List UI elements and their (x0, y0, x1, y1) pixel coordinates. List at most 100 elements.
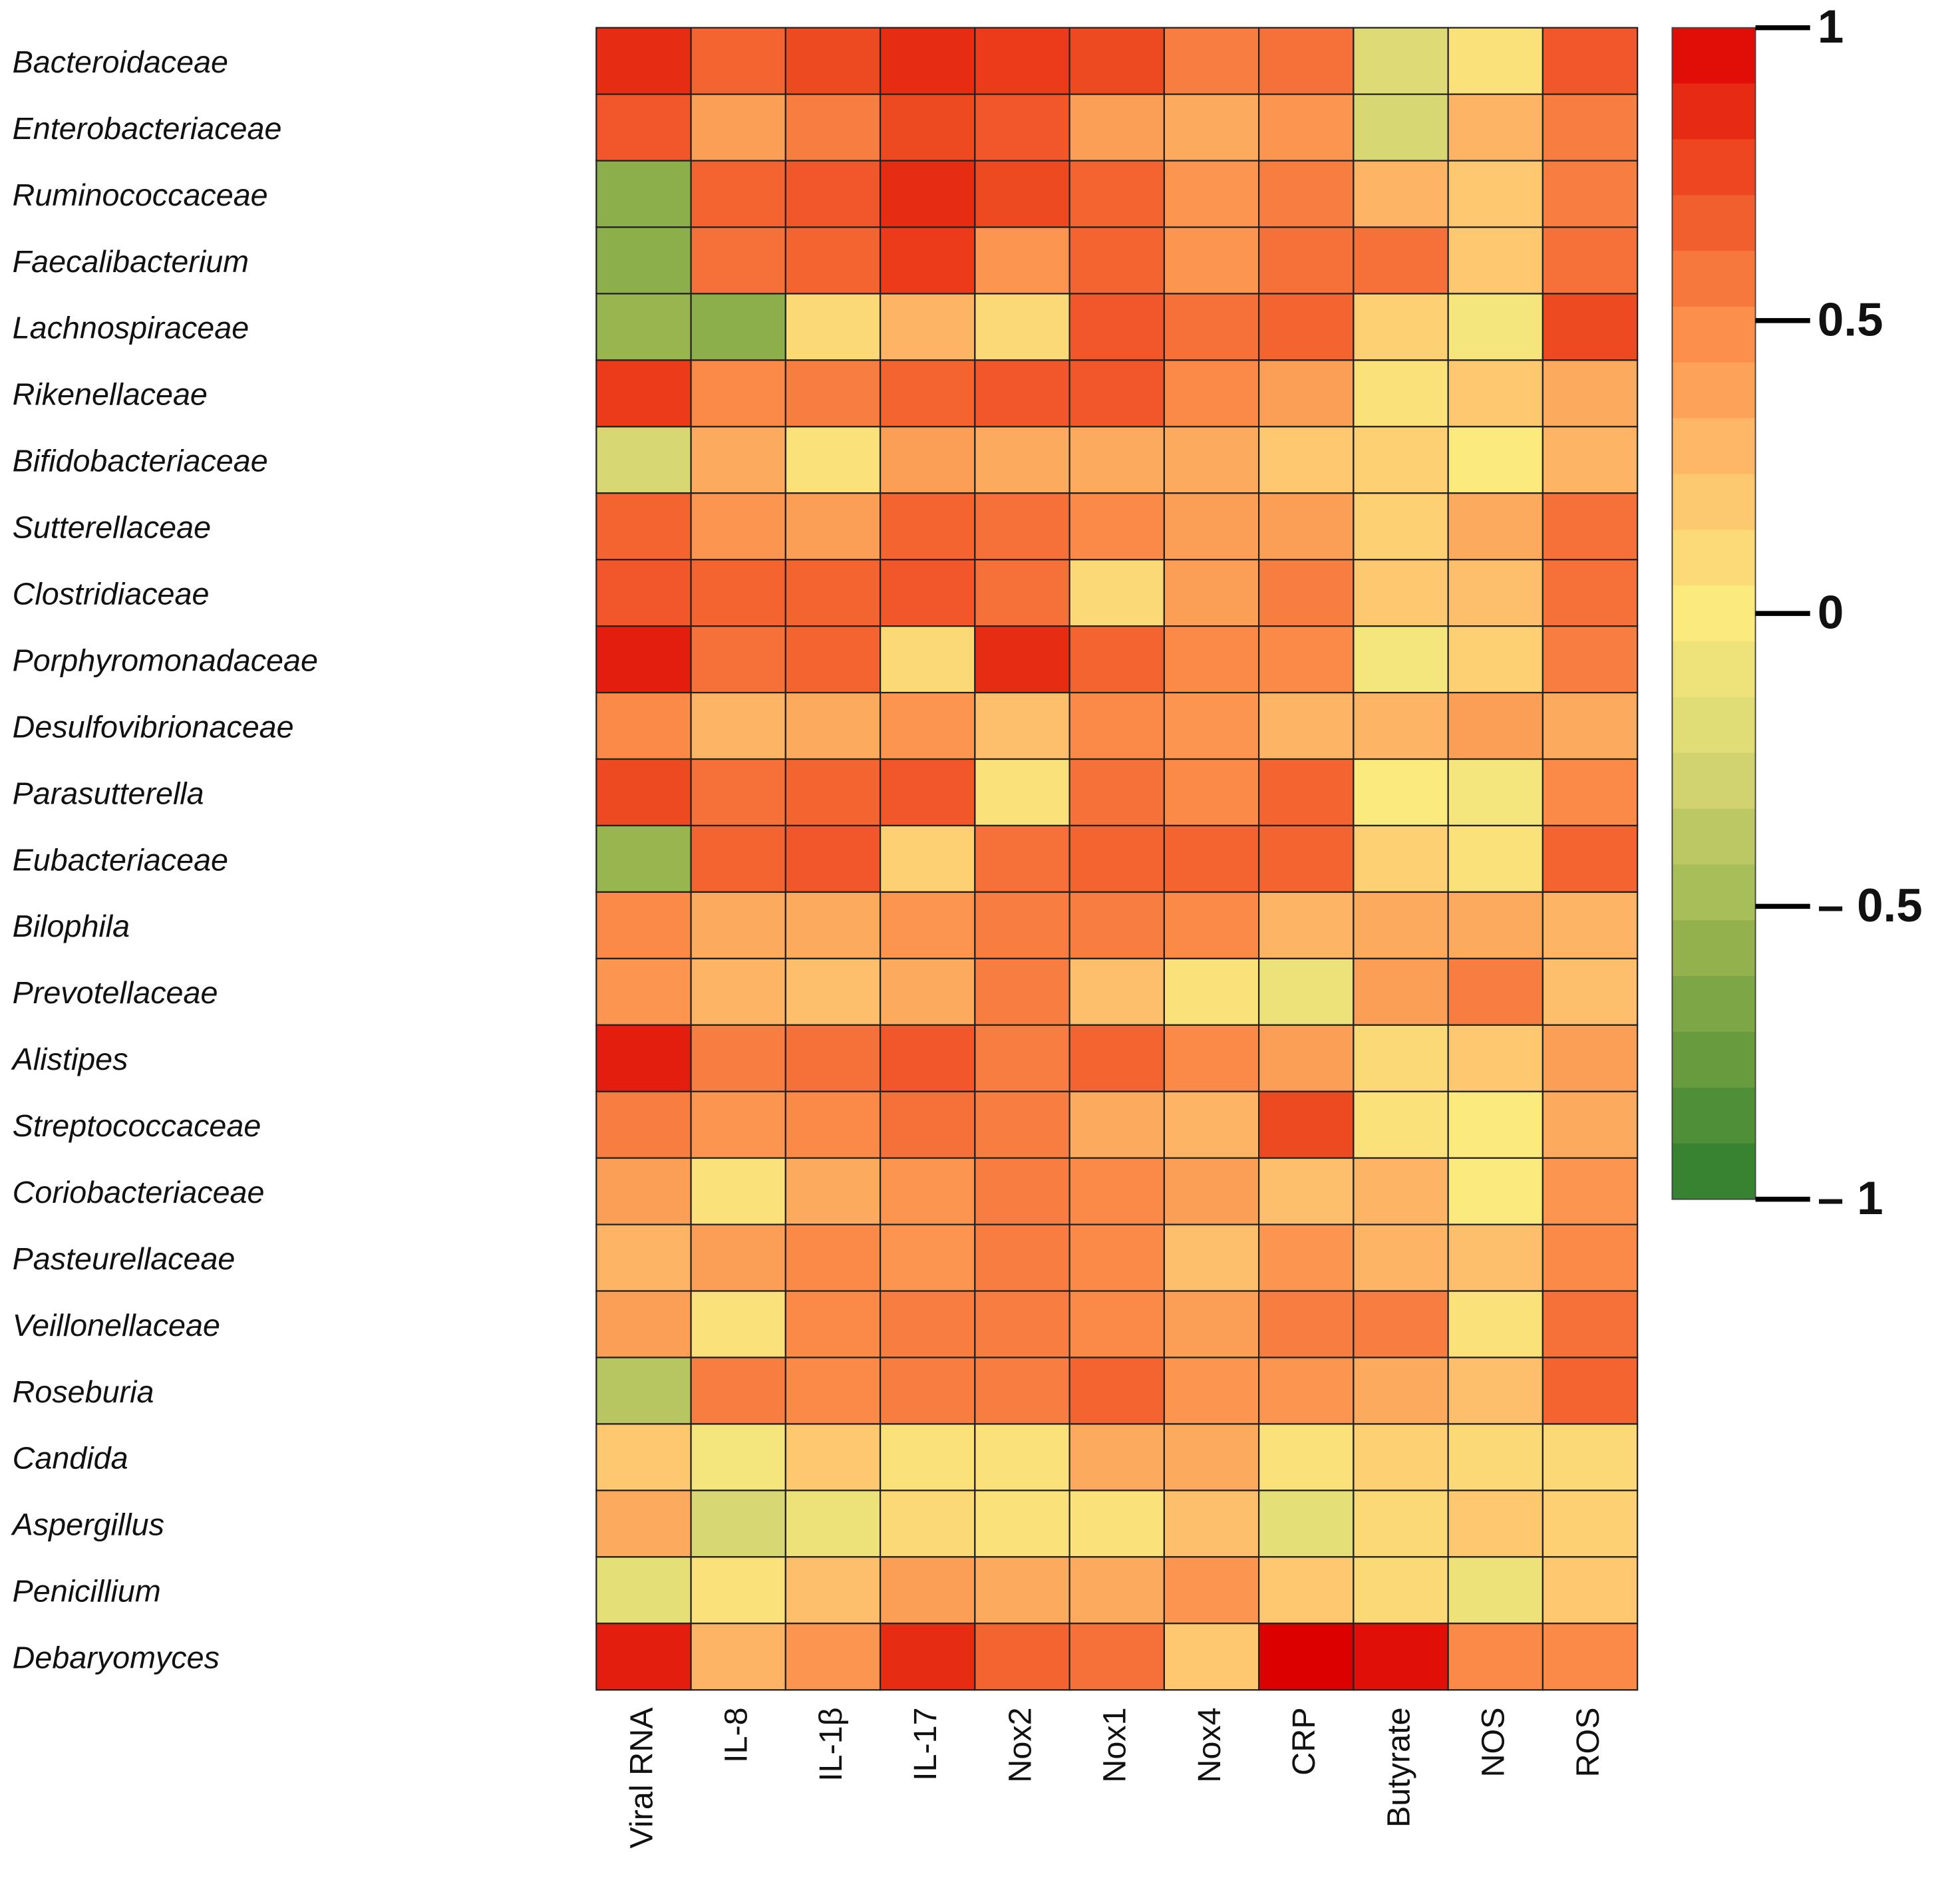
heatmap-cell (1353, 559, 1449, 627)
row-label: Bilophila (13, 909, 130, 943)
heatmap-cell (1353, 226, 1449, 295)
heatmap-cell (974, 1157, 1070, 1225)
heatmap-cell (1163, 758, 1260, 827)
heatmap-cell (1447, 293, 1544, 361)
heatmap-cell (1353, 293, 1449, 361)
heatmap-cell (974, 691, 1070, 760)
heatmap-cell (595, 359, 692, 428)
heatmap-cell (1447, 891, 1544, 959)
heatmap-cell (1163, 93, 1260, 162)
column-label: Nox4 (1192, 1707, 1227, 1782)
heatmap-cell (1163, 1490, 1260, 1558)
heatmap-cell (1068, 1090, 1165, 1159)
heatmap-cell (879, 625, 976, 694)
heatmap-cell (784, 160, 882, 228)
heatmap-cell (974, 359, 1070, 428)
heatmap-cell (1447, 1490, 1544, 1558)
colorbar-tick-label: 0.5 (1818, 293, 1883, 346)
row-label: Streptococcaceae (13, 1108, 261, 1143)
colorbar-tick-label: 0 (1818, 587, 1844, 639)
colorbar-step (1672, 1032, 1756, 1088)
heatmap-cell (595, 1290, 692, 1358)
heatmap-cell (1068, 1423, 1165, 1492)
heatmap-cell (879, 27, 976, 95)
heatmap-cell (1353, 27, 1449, 95)
heatmap-cell (1068, 758, 1165, 827)
heatmap-cell (974, 1623, 1070, 1691)
heatmap-cell (879, 160, 976, 228)
heatmap-cell (595, 160, 692, 228)
heatmap-cell (784, 891, 882, 959)
heatmap-cell (690, 93, 786, 162)
colorbar-step (1672, 976, 1756, 1032)
heatmap-cell (1258, 1623, 1355, 1691)
row-label: Sutterellaceae (13, 510, 211, 545)
heatmap-cell (1447, 1623, 1544, 1691)
heatmap-cell (690, 1290, 786, 1358)
heatmap-cell (1447, 1090, 1544, 1159)
heatmap-cell (690, 1423, 786, 1492)
colorbar-tick-label: – 0.5 (1818, 879, 1923, 932)
heatmap-cell (1447, 758, 1544, 827)
row-label: Debaryomyces (13, 1641, 220, 1675)
heatmap-cell (1163, 691, 1260, 760)
heatmap-cell (879, 1024, 976, 1092)
heatmap-cell (974, 758, 1070, 827)
heatmap-cell (1258, 559, 1355, 627)
column-label: NOS (1476, 1707, 1512, 1777)
heatmap-cell (1353, 1157, 1449, 1225)
heatmap-cell (784, 93, 882, 162)
heatmap-cell (879, 1423, 976, 1492)
heatmap-cell (690, 1090, 786, 1159)
heatmap-cell (595, 1623, 692, 1691)
heatmap-cell (1447, 426, 1544, 494)
heatmap-cell (690, 293, 786, 361)
row-label: Coriobacteriaceae (13, 1175, 265, 1209)
column-label: ROS (1570, 1707, 1606, 1777)
heatmap-cell (690, 1223, 786, 1292)
heatmap-cell (879, 226, 976, 295)
heatmap-cell (1353, 824, 1449, 893)
heatmap-cell (595, 957, 692, 1026)
heatmap-cell (784, 1490, 882, 1558)
heatmap-cell (1353, 1223, 1449, 1292)
heatmap-cell (974, 226, 1070, 295)
heatmap-cell (595, 426, 692, 494)
heatmap-cell (595, 27, 692, 95)
heatmap-cell (784, 1290, 882, 1358)
heatmap-cell (1068, 359, 1165, 428)
heatmap-cell (974, 1223, 1070, 1292)
heatmap-cell (784, 1024, 882, 1092)
heatmap-cell (974, 160, 1070, 228)
heatmap-cell (1163, 492, 1260, 561)
row-label: Rikenellaceae (13, 377, 208, 412)
heatmap-cell (1258, 957, 1355, 1026)
heatmap-cell (879, 426, 976, 494)
heatmap-cell (1542, 758, 1639, 827)
heatmap-cell (690, 426, 786, 494)
heatmap-cell (974, 559, 1070, 627)
row-label: Prevotellaceae (13, 975, 218, 1010)
heatmap-cell (1542, 1157, 1639, 1225)
heatmap-cell (1258, 625, 1355, 694)
row-label: Pasteurellaceae (13, 1241, 236, 1276)
heatmap-cell (784, 426, 882, 494)
colorbar-tick-label: 1 (1818, 1, 1844, 53)
heatmap-cell (784, 1157, 882, 1225)
heatmap-cell (1163, 1157, 1260, 1225)
column-label: IL-8 (719, 1707, 754, 1763)
heatmap-cell (595, 1024, 692, 1092)
row-label: Clostridiaceae (13, 577, 210, 611)
heatmap-cell (1353, 1490, 1449, 1558)
heatmap-cell (974, 492, 1070, 561)
heatmap-cell (879, 891, 976, 959)
heatmap-cell (1542, 1290, 1639, 1358)
heatmap-cell (1163, 1090, 1260, 1159)
heatmap-cell (974, 1356, 1070, 1425)
heatmap-cell (1258, 758, 1355, 827)
colorbar-step (1672, 585, 1756, 643)
heatmap-cell (1353, 1623, 1449, 1691)
heatmap-cell (595, 691, 692, 760)
colorbar-step (1672, 306, 1756, 363)
